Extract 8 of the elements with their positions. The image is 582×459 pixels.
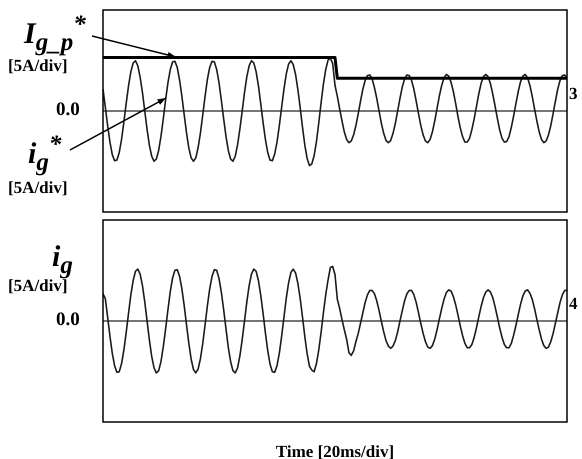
text: [5A/div] <box>8 56 68 76</box>
text: 0.0 <box>56 99 80 121</box>
series-label: i$_{g}$ <box>52 240 73 279</box>
text: [5A/div] <box>8 178 68 198</box>
text: 4 <box>569 294 578 314</box>
text: 0.0 <box>56 309 80 331</box>
x-axis-title: Time [20ms/div] <box>276 442 394 459</box>
text: 3 <box>569 84 578 104</box>
